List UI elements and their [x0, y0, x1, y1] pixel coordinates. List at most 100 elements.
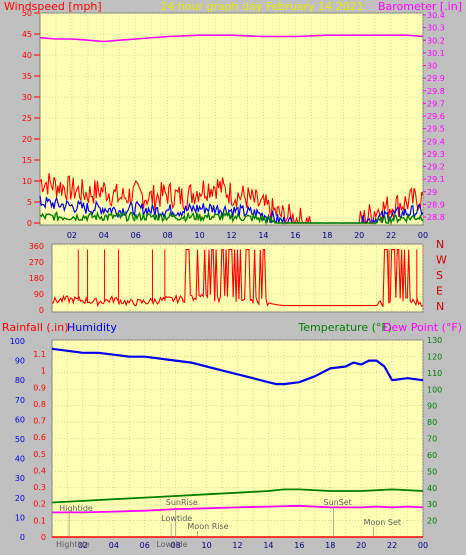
humidity-ticks: 0 10 20 30 40 50 60 70 80 90 100 [10, 337, 25, 542]
chart-title: 24 hour graph day February 14 2021 [160, 0, 363, 13]
wind-x-tick-label: 06 [131, 231, 141, 240]
wind-axis-label: Windspeed [mph] [4, 0, 102, 13]
wind-tick-label: 30 [22, 93, 32, 102]
barometer-axis-label: Barometer [.in] [378, 0, 462, 13]
direction-tick-label: 90 [34, 290, 44, 299]
humidity-tick-label: 60 [15, 415, 25, 424]
rain-tick-label: 0.4 [33, 466, 46, 475]
wind-series [39, 34, 424, 226]
temp-series [51, 347, 424, 538]
rain-tick-label: 1 [41, 367, 46, 376]
humidity-tick-label: 90 [15, 357, 25, 366]
wind-x-tick-label: 00 [418, 231, 428, 240]
rain-tick-label: 0.1 [33, 516, 46, 525]
barometer-tick-label: 29.6 [427, 112, 445, 121]
temp-x-tick-label: 20 [356, 541, 366, 550]
wind-x-tick-label: 04 [99, 231, 109, 240]
compass-label: W [436, 254, 447, 267]
temp-x-tick-label: 00 [418, 541, 428, 550]
astro-annotation: SunSet [323, 498, 351, 507]
humidity-tick-label: 30 [15, 474, 25, 483]
astro-annotation: Moon Rise [187, 522, 228, 531]
compass-label: N [436, 300, 444, 313]
barometer-tick-label: 28.8 [427, 213, 445, 222]
wind-x-tick-label: 02 [67, 231, 77, 240]
humidity-tick-label: 20 [15, 494, 25, 503]
wind-tick-label: 20 [22, 135, 32, 144]
wind-low-line [39, 210, 424, 226]
panel-wind-barometer: Windspeed [mph] 24 hour graph day Februa… [4, 0, 462, 240]
temp-x-tick-label: 16 [294, 541, 304, 550]
humidity-tick-label: 50 [15, 435, 25, 444]
barometer-right-ticks: 28.8 28.9 29 29.1 29.2 29.3 29.4 29.5 29.6 29.7 29… [423, 11, 445, 222]
temperature-tick-label: 110 [427, 369, 442, 378]
wind-tick-label: 40 [22, 51, 32, 60]
dewpoint-line [52, 504, 424, 514]
barometer-tick-label: 30 [427, 62, 437, 71]
wind-tick-label: 35 [22, 72, 32, 81]
direction-left-ticks: 0 90 180 270 360 [29, 242, 44, 315]
rain-tick-label: 0.2 [33, 500, 46, 509]
temperature-tick-label: 20 [427, 517, 437, 526]
rain-tick-label: 0.9 [33, 383, 46, 392]
wind-x-tick-label: 10 [194, 231, 204, 240]
temperature-tick-label: 30 [427, 500, 437, 509]
barometer-tick-label: 29.4 [427, 137, 445, 146]
temperature-tick-label: 100 [427, 385, 442, 394]
wind-x-tick-label: 12 [226, 231, 236, 240]
wind-tick-label: 5 [27, 198, 32, 207]
astro-annotation: SunRise [166, 498, 198, 507]
temp-x-tick-label: 04 [109, 541, 119, 550]
barometer-tick-label: 30.4 [427, 11, 445, 20]
wind-x-tick-label: 14 [258, 231, 268, 240]
wind-x-tick-label: 22 [386, 231, 396, 240]
astro-annotation: Hightide [59, 504, 93, 513]
wind-tick-label: 25 [22, 114, 32, 123]
direction-tick-label: 180 [29, 274, 44, 283]
compass-label: S [436, 269, 443, 282]
rainfall-axis-label: Rainfall (.in) [2, 321, 69, 334]
barometer-line [39, 34, 424, 43]
temp-x-tick-label: 10 [201, 541, 211, 550]
humidity-line [51, 347, 424, 386]
temperature-tick-label: 130 [427, 336, 442, 345]
barometer-tick-label: 29 [427, 188, 437, 197]
humidity-tick-label: 70 [15, 396, 25, 405]
temperature-tick-label: 70 [427, 435, 437, 444]
wind-tick-label: 0 [27, 219, 32, 228]
temp-x-tick-label: 08 [171, 541, 181, 550]
astro-annotation: Lowtide [161, 514, 192, 523]
wind-x-tick-label: 20 [354, 231, 364, 240]
wind-tick-label: 15 [22, 156, 32, 165]
panel-temperature-humidity: Rainfall (.in) Humidity Temperature (°F)… [2, 321, 462, 550]
temp-x-tick-label: 02 [78, 541, 88, 550]
rain-tick-label: 0 [41, 533, 46, 542]
barometer-tick-label: 30.1 [427, 49, 445, 58]
temp-x-tick-label: 22 [387, 541, 397, 550]
barometer-tick-label: 29.9 [427, 74, 445, 83]
temp-x-tick-label: 18 [325, 541, 335, 550]
wind-tick-label: 45 [22, 30, 32, 39]
temperature-tick-label: 60 [427, 451, 437, 460]
humidity-tick-label: 10 [15, 513, 25, 522]
temp-grid [52, 339, 424, 537]
temp-x-tick-label: 12 [232, 541, 242, 550]
rain-tick-label: 0.7 [33, 417, 46, 426]
wind-x-ticks: 02 04 06 08 10 12 14 16 18 20 22 00 [67, 231, 428, 240]
temp-x-ticks: 02 04 06 08 10 12 14 16 18 20 22 00 [78, 541, 428, 550]
temperature-tick-label: 80 [427, 418, 437, 427]
compass-label: N [436, 238, 444, 251]
rain-ticks: 0 0.1 0.2 0.3 0.4 0.5 0.6 0.7 0.8 0.9 1 1.1 [33, 350, 46, 542]
panel-wind-grid [40, 12, 424, 225]
temperature-tick-label: 40 [427, 484, 437, 493]
direction-grid [52, 244, 424, 312]
humidity-axis-label: Humidity [67, 321, 117, 334]
wind-tick-label: 10 [22, 177, 32, 186]
temperature-axis-label: Temperature (°F) [297, 321, 392, 334]
rain-tick-label: 0.6 [33, 433, 46, 442]
astro-annotation: Lowtide [156, 540, 187, 549]
direction-tick-label: 360 [29, 242, 44, 251]
